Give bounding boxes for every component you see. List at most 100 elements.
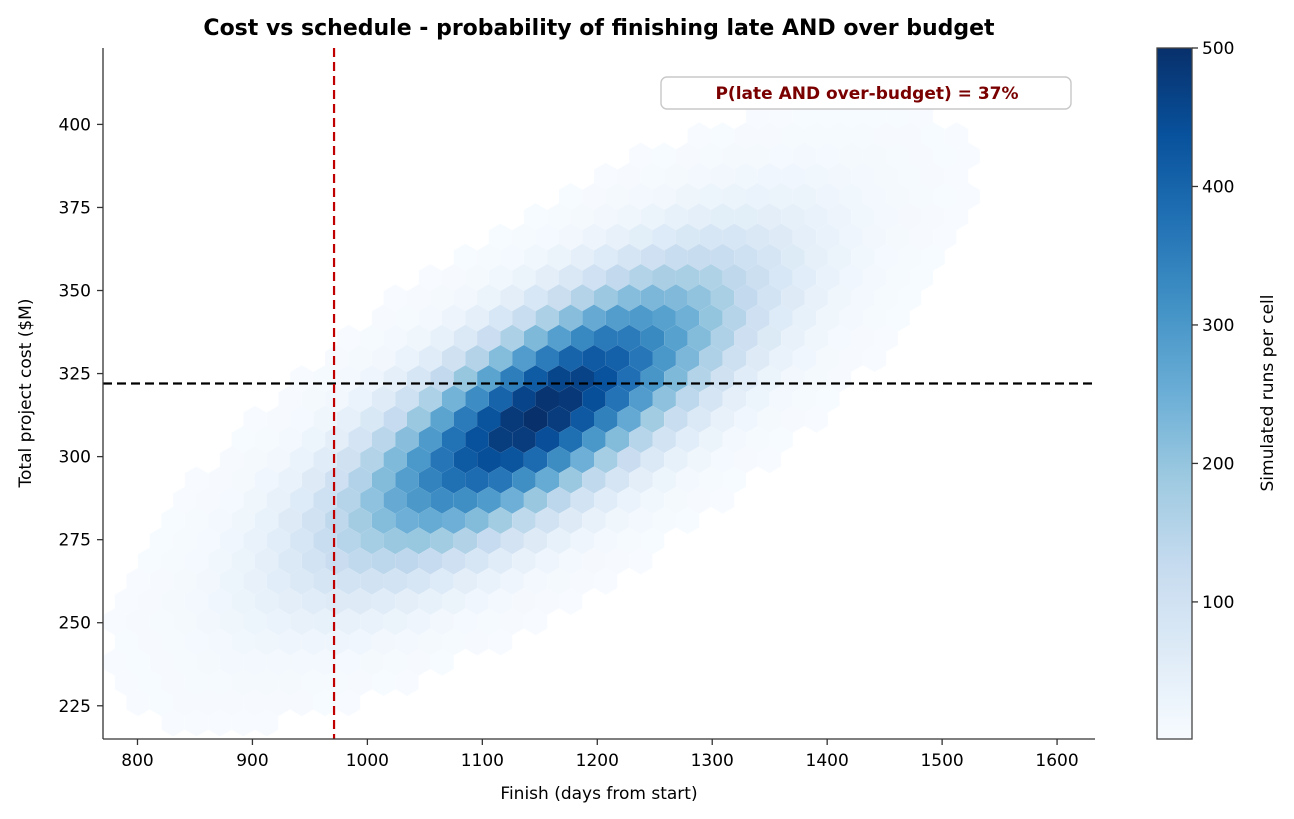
hex-cell [816, 345, 840, 372]
hex-cell [523, 365, 548, 393]
hex-cell [652, 264, 676, 291]
hex-cell [430, 567, 454, 595]
hex-cell [699, 426, 723, 453]
hex-cell [921, 122, 945, 150]
x-tick-label: 800 [121, 751, 153, 771]
hex-cell [734, 284, 758, 312]
hex-cell [722, 385, 746, 413]
hex-cell [629, 345, 653, 372]
hex-cell [827, 122, 852, 150]
hex-cell [512, 426, 536, 453]
hex-cell [862, 223, 887, 251]
hex-cell [219, 567, 244, 595]
hex-cell [898, 243, 922, 271]
hex-cell [196, 527, 220, 555]
hex-cell [407, 648, 431, 676]
hex-cell [664, 243, 688, 271]
hex-cell [442, 385, 466, 413]
hex-cell [266, 567, 291, 595]
hex-cell [886, 223, 910, 251]
hex-cell [640, 446, 665, 474]
hex-cell [255, 507, 279, 534]
hex-cell [710, 203, 735, 231]
hex-cell [664, 486, 688, 514]
hex-cell [640, 527, 665, 555]
hex-cell [874, 203, 898, 231]
hex-cell [839, 223, 863, 251]
hex-cell [453, 486, 478, 514]
hex-cell [173, 648, 197, 676]
hex-cell [465, 385, 489, 413]
hex-cell [336, 608, 361, 636]
hex-cell [383, 405, 407, 433]
hex-cell [500, 284, 524, 312]
hex-cell [535, 345, 559, 372]
hex-cell [371, 588, 396, 615]
hex-cell [722, 183, 746, 210]
hex-cell [243, 446, 267, 474]
hex-cell [243, 648, 267, 676]
hex-cell [652, 304, 676, 332]
hex-cell [243, 608, 267, 636]
hex-cell [559, 466, 583, 494]
hex-cell [395, 507, 419, 534]
hex-cell [652, 142, 676, 170]
hex-cell [407, 486, 431, 514]
colorbar-tick-label: 200 [1202, 454, 1234, 474]
hex-cell [243, 689, 267, 717]
hex-cell [336, 324, 361, 352]
hex-cell [395, 426, 419, 453]
hex-cell [804, 365, 828, 393]
hex-cell [255, 588, 279, 615]
hex-cell [710, 284, 735, 312]
x-tick-label: 1200 [576, 751, 619, 771]
hex-cell [465, 628, 489, 656]
hex-cell [114, 588, 139, 615]
hex-cell [769, 183, 793, 210]
hex-cell [746, 304, 770, 332]
hex-cell [933, 183, 957, 210]
hex-cell [547, 405, 571, 433]
hex-cell [371, 466, 396, 494]
hex-cell [266, 446, 291, 474]
hex-cell [290, 405, 314, 433]
hex-cell [290, 527, 314, 555]
hex-cell [219, 486, 244, 514]
hex-cell [734, 122, 758, 150]
hex-cell [523, 324, 548, 352]
hex-cell [827, 284, 852, 312]
hex-cell [149, 648, 174, 676]
hex-cell [816, 183, 840, 210]
hex-cell [617, 446, 641, 474]
hex-cell [407, 284, 431, 312]
hex-cell [243, 405, 267, 433]
y-tick-label: 300 [59, 448, 91, 468]
hex-cell [757, 405, 782, 433]
hex-cell [336, 446, 361, 474]
hex-cell [442, 304, 466, 332]
hex-cell [395, 345, 419, 372]
hex-cell [734, 405, 758, 433]
hex-cell [804, 162, 828, 190]
hex-cell [371, 547, 396, 575]
hex-cell [371, 669, 396, 696]
hex-cell [360, 446, 384, 474]
hex-cell [360, 648, 384, 676]
hex-cell [675, 345, 700, 372]
hex-cell [430, 324, 454, 352]
hex-cell [617, 527, 641, 555]
hex-cell [827, 365, 852, 393]
hex-cell [699, 345, 723, 372]
hex-cell [161, 588, 185, 615]
hex-cell [371, 426, 396, 453]
hex-cell [348, 588, 372, 615]
hex-cell [921, 162, 945, 190]
hex-cell [231, 507, 255, 534]
hex-cell [512, 345, 536, 372]
hex-cell [255, 426, 279, 453]
hex-cell [219, 527, 244, 555]
hex-cell [640, 405, 665, 433]
hex-cell [184, 466, 209, 494]
hex-cell [383, 608, 407, 636]
hex-cell [103, 608, 127, 636]
